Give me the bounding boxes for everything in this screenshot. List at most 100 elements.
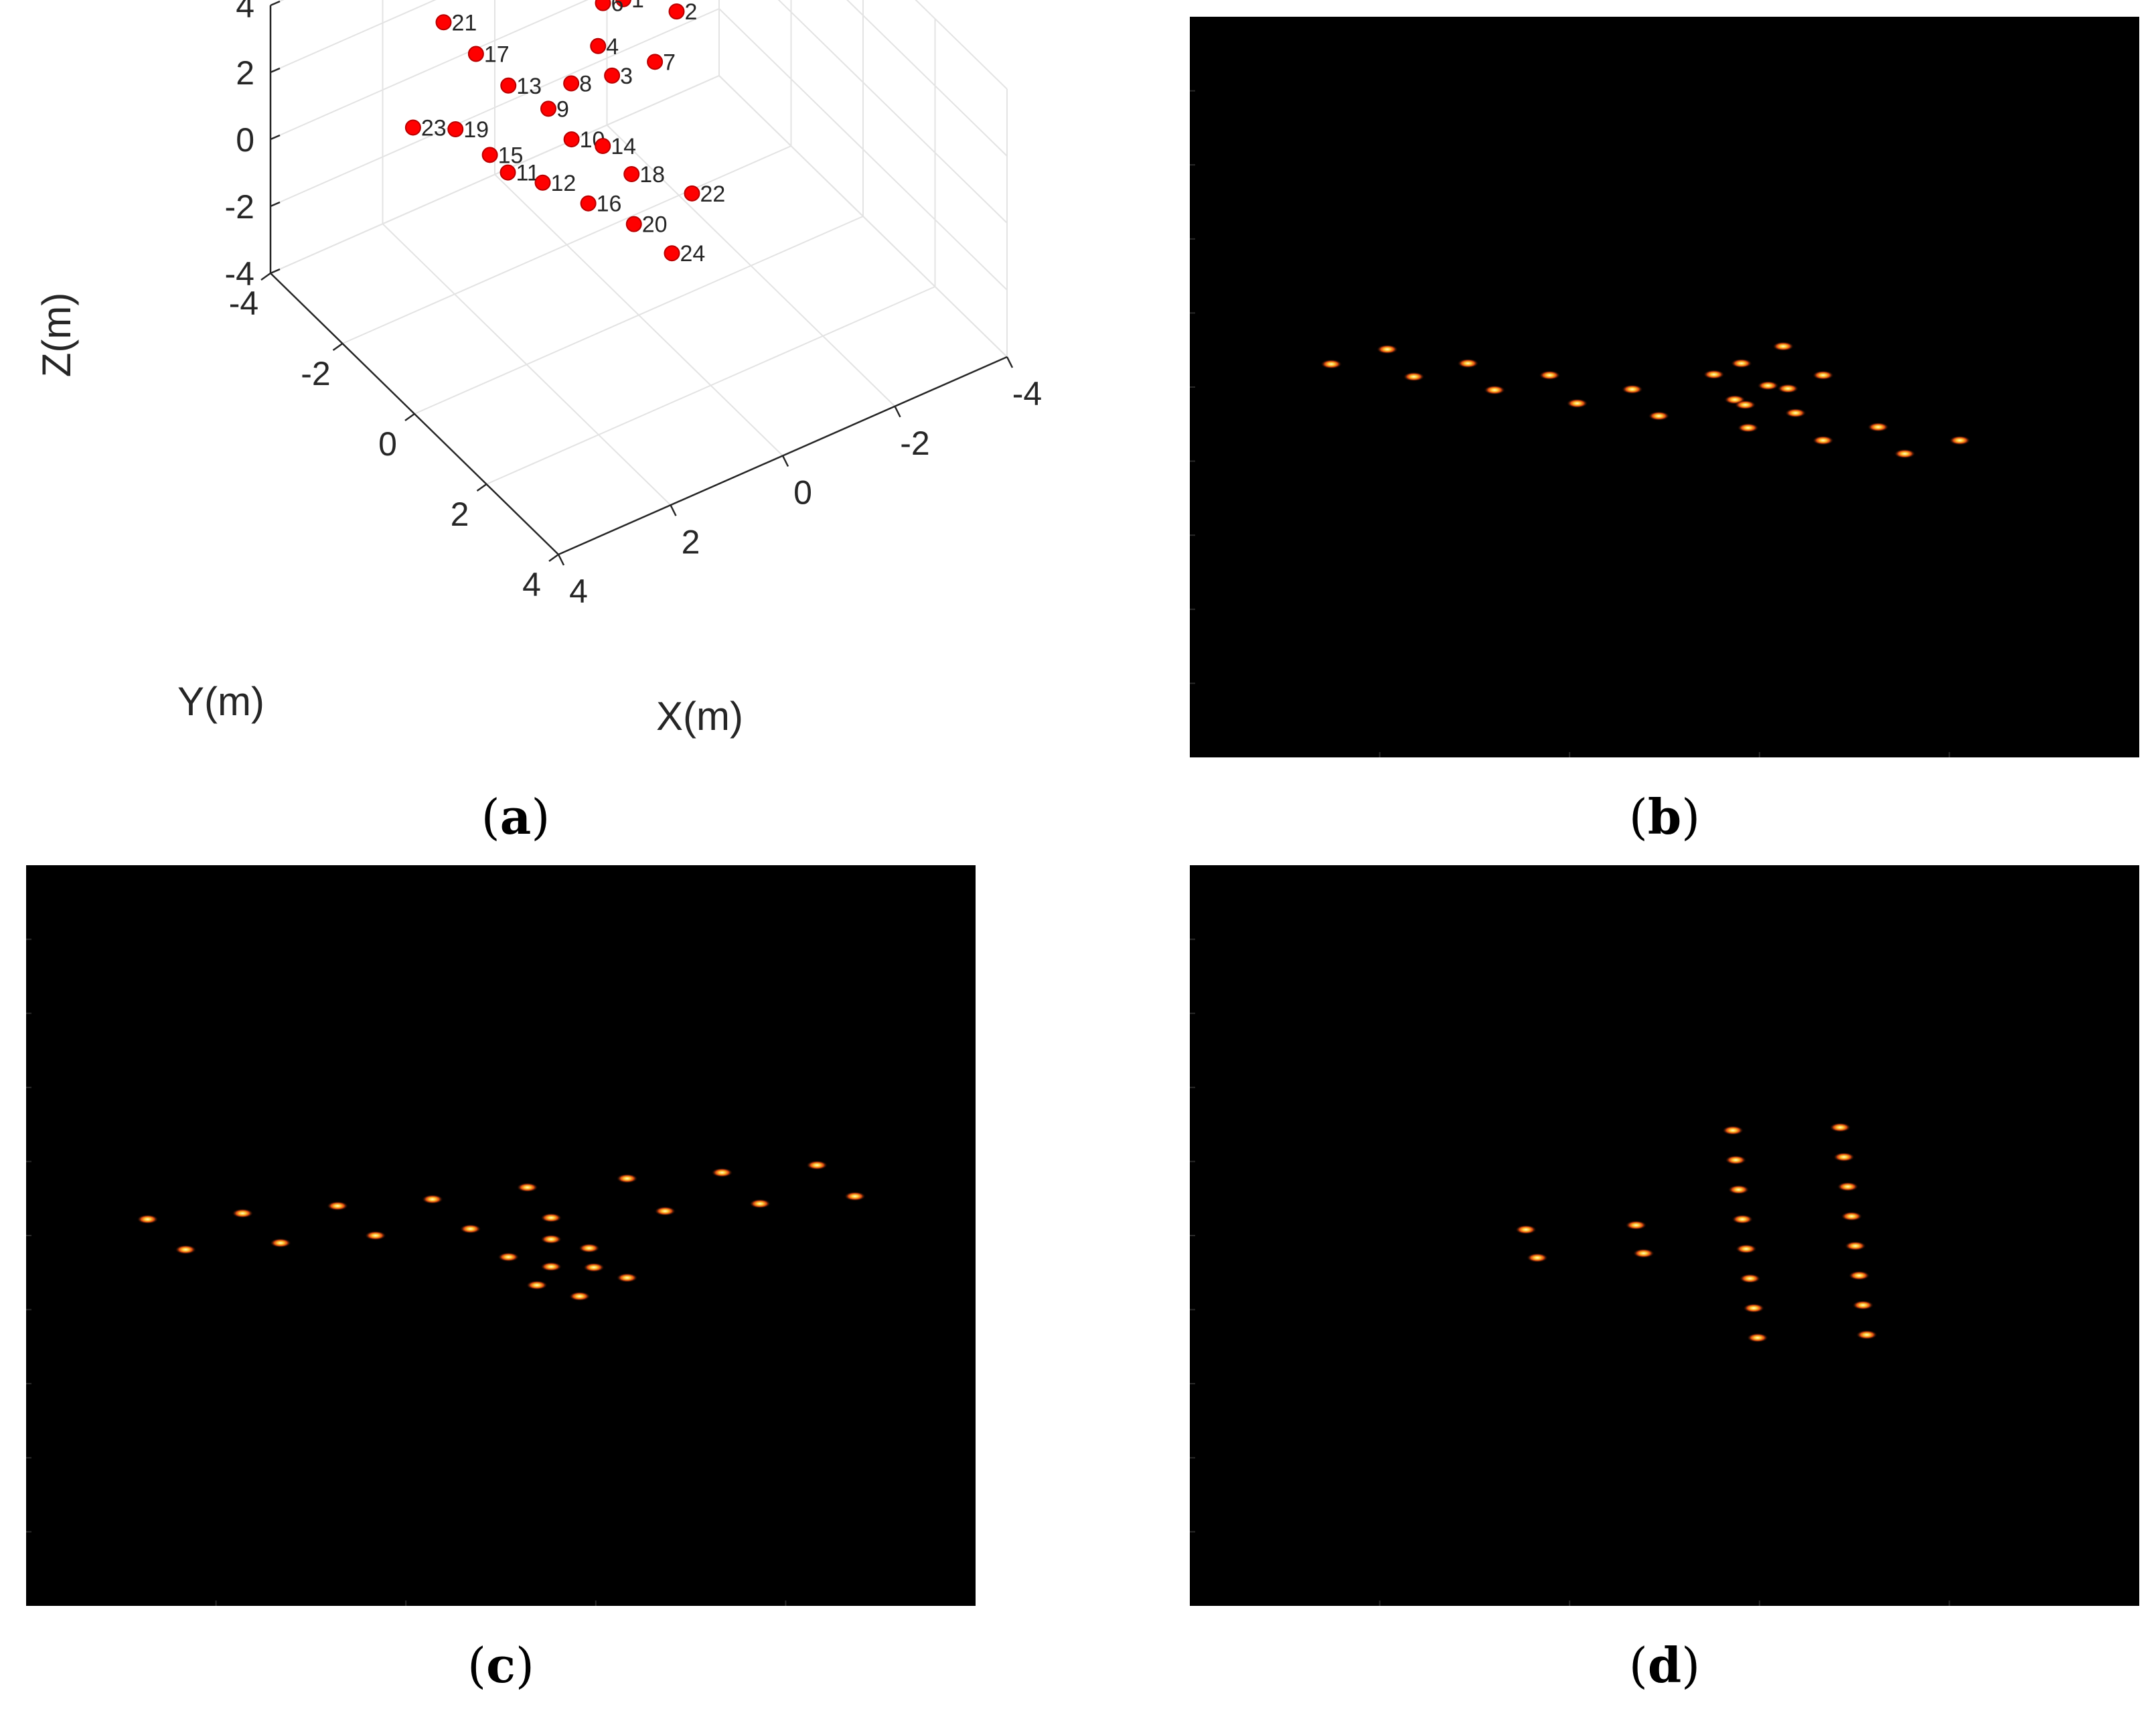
panel-a-xtick-label: 2 xyxy=(682,523,700,561)
panel-d-peak-11 xyxy=(1743,1303,1765,1313)
panel-b-peak-2 xyxy=(1376,344,1398,354)
panel-c-peak-15 xyxy=(578,1243,600,1253)
panel-a-ztick-label: 2 xyxy=(236,54,254,92)
panel-c-peak-14 xyxy=(526,1280,548,1290)
panel-b-peak-3 xyxy=(1403,372,1425,382)
panel-a-point-10 xyxy=(563,131,580,148)
panel-a-axes-box xyxy=(260,0,1014,566)
panel-b-peak-18 xyxy=(1784,408,1806,418)
panel-c-peak-5 xyxy=(327,1201,349,1211)
panel-b-peak-7 xyxy=(1566,398,1588,408)
panel-d-peak-2 xyxy=(1526,1253,1548,1263)
panel-d-peak-13 xyxy=(1829,1122,1851,1132)
panel-b-peak-13 xyxy=(1734,400,1756,410)
panel-a-point-13 xyxy=(500,77,517,94)
panel-a-point-label-24: 24 xyxy=(680,241,706,267)
panel-c-peaks xyxy=(137,1160,866,1301)
panel-a-point-label-15: 15 xyxy=(498,143,524,168)
panel-c-peak-19 xyxy=(616,1173,638,1183)
panel-a-ztick-label: -2 xyxy=(225,188,254,226)
panel-a-ztick-label: 4 xyxy=(236,0,254,25)
panel-c-peak-3 xyxy=(232,1208,254,1218)
panel-a-point-8 xyxy=(563,75,580,92)
panel-a-xtick-label: -4 xyxy=(1012,375,1042,413)
panel-b-ticks xyxy=(1190,90,1950,757)
panel-a-point-label-18: 18 xyxy=(639,162,665,188)
panel-b-peak-15 xyxy=(1757,380,1779,390)
panel-a-point-label-4: 4 xyxy=(606,34,619,60)
panel-a-point-label-16: 16 xyxy=(597,192,622,217)
panel-b-peak-22 xyxy=(1894,449,1916,459)
panel-a-point-21 xyxy=(435,14,452,31)
panel-d-image xyxy=(1190,865,2139,1606)
panel-a-caption-letter: a xyxy=(500,788,532,845)
panel-a-point-label-19: 19 xyxy=(463,117,489,143)
panel-a-point-12 xyxy=(534,174,551,191)
panel-a-xtick-label: -2 xyxy=(900,425,929,462)
panel-b-peak-19 xyxy=(1812,370,1834,380)
panel-a-ytick-label: 4 xyxy=(522,566,541,603)
panel-b-peak-20 xyxy=(1812,435,1834,445)
panel-c-peak-11 xyxy=(540,1213,562,1223)
panel-a-point-18 xyxy=(623,166,640,182)
panel-c-peak-24 xyxy=(844,1191,866,1201)
panel-a-point-2 xyxy=(668,3,685,20)
panel-b-peak-14 xyxy=(1737,423,1759,433)
panel-a-point-label-17: 17 xyxy=(484,42,510,68)
panel-a-point-7 xyxy=(647,54,664,70)
panel-a-point-label-22: 22 xyxy=(700,181,726,207)
panel-a-xtick-label: 4 xyxy=(569,573,588,610)
panel-a-point-4 xyxy=(590,38,607,54)
svg-text:(d): (d) xyxy=(1629,1637,1701,1694)
panel-c-peak-7 xyxy=(421,1194,443,1204)
panel-b-peak-5 xyxy=(1484,385,1506,395)
svg-text:(a): (a) xyxy=(481,788,550,845)
panel-c-peak-20 xyxy=(654,1206,676,1216)
panel-c-peak-13 xyxy=(540,1262,562,1272)
panel-a-ztick-label: 0 xyxy=(236,121,254,159)
panel-b-peak-8 xyxy=(1621,384,1643,394)
panel-d-peak-18 xyxy=(1848,1270,1870,1280)
panel-a-ytick-label: 2 xyxy=(451,496,469,533)
panel-a-point-23 xyxy=(404,119,421,136)
panel-a-point-1 xyxy=(615,0,631,7)
panel-c-peak-18 xyxy=(616,1273,638,1283)
panel-d-peak-20 xyxy=(1856,1330,1878,1340)
panel-d-peak-9 xyxy=(1735,1244,1757,1254)
panel-c-ticks xyxy=(26,938,787,1606)
panel-c-caption-letter: c xyxy=(486,1637,516,1694)
panel-a-point-label-13: 13 xyxy=(516,74,542,99)
panel-a-point-label-3: 3 xyxy=(620,64,633,89)
panel-a-point-label-12: 12 xyxy=(551,171,576,196)
panel-d-peak-7 xyxy=(1727,1185,1750,1195)
panel-b-peak-17 xyxy=(1777,384,1799,394)
panel-c-peak-21 xyxy=(711,1167,733,1177)
panel-a-point-label-2: 2 xyxy=(685,0,698,25)
panel-b-peak-4 xyxy=(1457,358,1479,368)
panel-c-peak-4 xyxy=(270,1238,292,1248)
panel-c-peak-16 xyxy=(583,1262,605,1272)
panel-a-caption: (a) xyxy=(481,788,550,845)
panel-d-peak-12 xyxy=(1746,1333,1768,1343)
panel-b-peak-10 xyxy=(1703,370,1725,380)
panel-d-peak-17 xyxy=(1845,1241,1867,1251)
panel-a-point-label-21: 21 xyxy=(452,10,477,35)
panel-d-peak-3 xyxy=(1625,1220,1647,1230)
panel-d-peak-19 xyxy=(1852,1300,1874,1310)
panel-a-zlabel: Z(m) xyxy=(34,293,79,378)
panel-c-peak-17 xyxy=(568,1291,591,1301)
panel-d-peak-5 xyxy=(1722,1125,1744,1135)
panel-b-peak-23 xyxy=(1948,435,1971,445)
panel-a-point-22 xyxy=(684,185,700,202)
panel-a-ylabel: Y(m) xyxy=(177,679,264,724)
panel-d-caption-letter: d xyxy=(1648,1637,1681,1694)
panel-a-point-11 xyxy=(499,164,516,181)
panel-d-peaks xyxy=(1515,1122,1878,1343)
panel-a-ytick-label: -2 xyxy=(301,355,330,392)
panel-a-ytick-label: 0 xyxy=(378,425,397,463)
panel-d-peak-1 xyxy=(1515,1225,1537,1235)
panel-b-peak-21 xyxy=(1867,422,1890,432)
panel-b-peak-1 xyxy=(1320,359,1342,369)
panel-d-peak-15 xyxy=(1837,1182,1859,1192)
